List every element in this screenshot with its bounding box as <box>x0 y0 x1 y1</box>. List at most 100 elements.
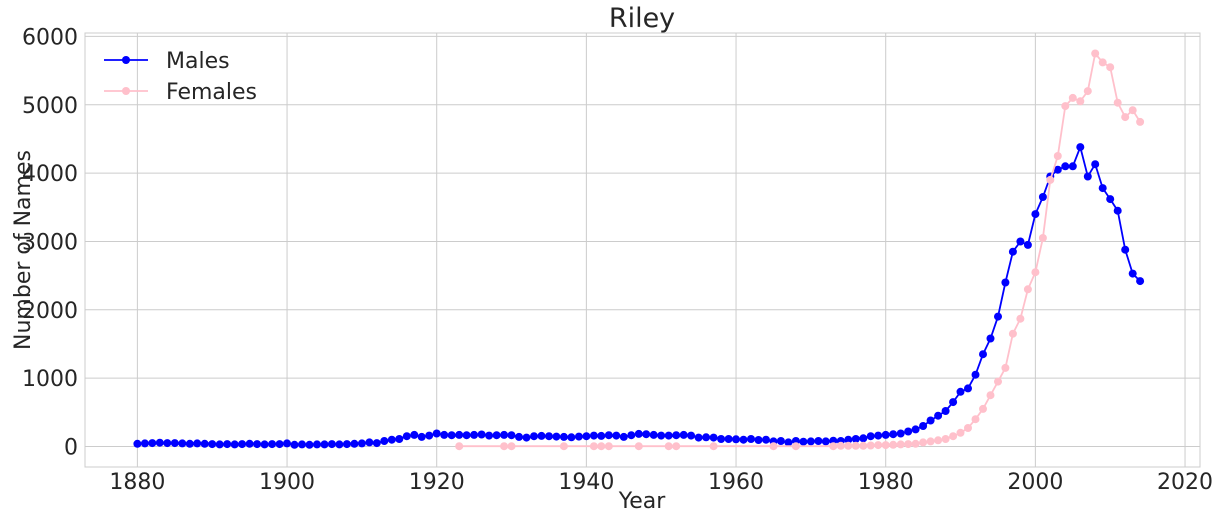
data-point <box>1091 49 1100 58</box>
data-point <box>425 431 434 440</box>
data-point <box>949 398 958 407</box>
x-tick-label: 1920 <box>409 470 465 495</box>
data-point <box>859 434 868 443</box>
data-point <box>1061 102 1070 111</box>
data-point <box>664 431 673 440</box>
data-point <box>567 433 576 442</box>
data-point <box>687 431 696 440</box>
data-point <box>327 440 336 449</box>
legend-label-males: Males <box>166 49 230 74</box>
data-point <box>178 439 187 448</box>
y-tick-label: 1000 <box>22 367 78 392</box>
data-point <box>994 377 1002 386</box>
data-point <box>582 432 591 441</box>
data-point <box>739 435 748 444</box>
data-point <box>275 440 284 449</box>
data-point <box>874 441 883 450</box>
data-point <box>552 432 561 441</box>
data-point <box>934 411 943 420</box>
data-point <box>1128 269 1137 278</box>
data-point <box>200 439 209 448</box>
data-point <box>776 437 785 445</box>
data-point <box>589 442 598 451</box>
data-point <box>597 431 606 440</box>
data-point <box>1121 113 1130 122</box>
data-point <box>702 433 711 442</box>
data-point <box>440 430 449 439</box>
series-males <box>133 143 1145 449</box>
data-point <box>1031 268 1040 277</box>
data-point <box>874 431 883 440</box>
data-point <box>148 439 157 448</box>
data-point <box>694 433 703 442</box>
data-point <box>335 440 344 449</box>
data-point <box>1068 93 1077 102</box>
y-tick-label: 4000 <box>22 162 78 187</box>
data-point <box>387 435 396 444</box>
data-point <box>1098 184 1107 193</box>
legend: Males Females <box>104 49 257 105</box>
data-point <box>515 432 523 441</box>
x-tick-label: 1980 <box>858 470 914 495</box>
data-point <box>979 350 987 359</box>
data-point <box>829 442 838 451</box>
data-point <box>732 435 740 444</box>
data-point <box>350 439 359 448</box>
x-tick-label: 2000 <box>1007 470 1063 495</box>
data-point <box>747 435 755 443</box>
data-point <box>881 441 890 450</box>
data-point <box>709 433 718 442</box>
data-point <box>500 442 509 451</box>
series-females <box>455 49 1145 451</box>
data-point <box>1106 63 1115 72</box>
data-point <box>904 427 913 436</box>
data-point <box>230 440 239 449</box>
data-point <box>1106 195 1115 204</box>
data-point <box>979 404 987 413</box>
tick-labels: 1880 1900 1920 1940 1960 1980 2000 2020 0 1000 200… <box>22 25 1213 495</box>
data-point <box>806 437 815 446</box>
data-point <box>597 442 606 451</box>
y-tick-label: 2000 <box>22 299 78 324</box>
x-tick-label: 1900 <box>259 470 315 495</box>
data-point <box>896 429 905 438</box>
data-point <box>672 431 681 440</box>
data-point <box>522 433 531 442</box>
data-point <box>754 436 763 444</box>
data-point <box>851 441 860 450</box>
data-point <box>298 440 306 449</box>
data-point <box>1008 329 1017 338</box>
data-point <box>155 438 164 447</box>
data-point <box>821 437 830 446</box>
y-tick-label: 5000 <box>22 94 78 119</box>
data-point <box>657 431 666 440</box>
data-point <box>769 442 778 451</box>
data-point <box>941 407 950 415</box>
data-point <box>1128 106 1137 115</box>
data-point <box>836 441 845 450</box>
data-point <box>342 440 351 449</box>
data-point <box>545 432 553 441</box>
legend-marker-males <box>122 56 130 64</box>
data-point <box>223 440 232 449</box>
legend-label-females: Females <box>166 80 257 105</box>
data-point <box>530 432 538 441</box>
plot-frame <box>84 32 1201 468</box>
y-axis-label: Number of Names <box>11 150 36 350</box>
data-point <box>140 439 149 448</box>
data-point <box>634 442 643 451</box>
data-point <box>717 435 726 443</box>
data-point <box>649 430 658 439</box>
x-axis-label: Year <box>618 489 667 513</box>
data-point <box>1076 143 1085 152</box>
data-point <box>619 432 628 441</box>
data-point <box>507 442 516 451</box>
y-tick-label: 3000 <box>22 230 78 255</box>
data-point <box>724 435 733 443</box>
x-tick-label: 1940 <box>558 470 614 495</box>
series-line-males <box>137 144 1141 446</box>
data-point <box>238 440 247 449</box>
data-point <box>956 387 965 396</box>
